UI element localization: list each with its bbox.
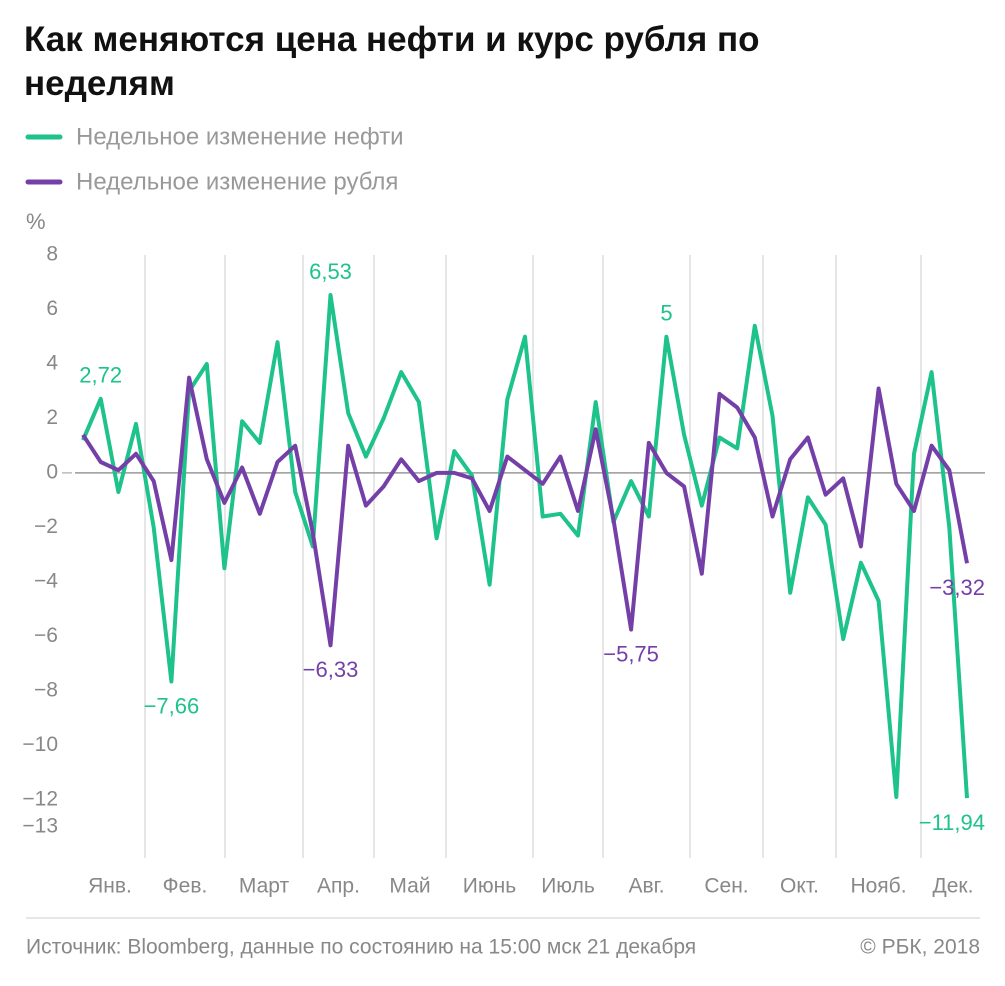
data-label: 2,72 bbox=[79, 363, 122, 388]
y-tick-label: 0 bbox=[46, 460, 58, 483]
y-axis-label: % bbox=[26, 209, 46, 234]
source: Источник: Bloomberg, данные по состоянию… bbox=[26, 936, 696, 959]
x-tick-label: Март bbox=[239, 875, 290, 898]
data-label: −5,75 bbox=[603, 641, 659, 666]
legend-label: Недельное изменение рубля bbox=[76, 168, 398, 195]
data-label: −7,66 bbox=[144, 693, 200, 718]
chart-title: Как меняются цена нефти и курс рубля по … bbox=[24, 20, 760, 103]
y-tick-label: −12 bbox=[22, 787, 58, 810]
x-tick-label: Май bbox=[389, 875, 430, 898]
data-label: −6,33 bbox=[303, 657, 359, 682]
y-tick-label: 4 bbox=[46, 351, 58, 374]
data-label: −11,94 bbox=[919, 810, 985, 835]
y-tick-label: −8 bbox=[34, 678, 58, 701]
data-label: 5 bbox=[660, 301, 672, 326]
y-tick-label: −6 bbox=[34, 624, 58, 647]
x-tick-label: Дек. bbox=[933, 875, 974, 898]
x-tick-label: Июнь bbox=[463, 875, 516, 898]
y-tick-label: 2 bbox=[46, 406, 58, 429]
y-tick-label: −13 bbox=[22, 815, 58, 838]
title-box: Как меняются цена нефти и курс рубля по … bbox=[24, 20, 760, 103]
data-label: 6,53 bbox=[309, 259, 352, 284]
x-tick-label: Янв. bbox=[88, 875, 132, 898]
y-tick-label: 8 bbox=[46, 243, 58, 266]
series-line bbox=[81, 375, 969, 648]
data-label: −3,32 bbox=[929, 575, 985, 600]
x-tick-label: Фев. bbox=[163, 875, 208, 898]
legend-label: Недельное изменение нефти bbox=[76, 123, 404, 150]
x-tick-label: Апр. bbox=[317, 875, 360, 898]
y-tick-label: −10 bbox=[22, 733, 58, 756]
x-tick-label: Сен. bbox=[704, 875, 748, 898]
credit: © РБК, 2018 bbox=[860, 936, 980, 959]
x-tick-label: Июль bbox=[541, 875, 595, 898]
y-tick-label: −2 bbox=[34, 515, 58, 538]
x-tick-label: Окт. bbox=[780, 875, 819, 898]
series-line bbox=[81, 293, 969, 799]
y-tick-label: 6 bbox=[46, 297, 58, 320]
x-tick-label: Авг. bbox=[628, 875, 664, 898]
y-tick-label: −4 bbox=[34, 569, 58, 592]
x-tick-label: Нояб. bbox=[850, 875, 906, 898]
